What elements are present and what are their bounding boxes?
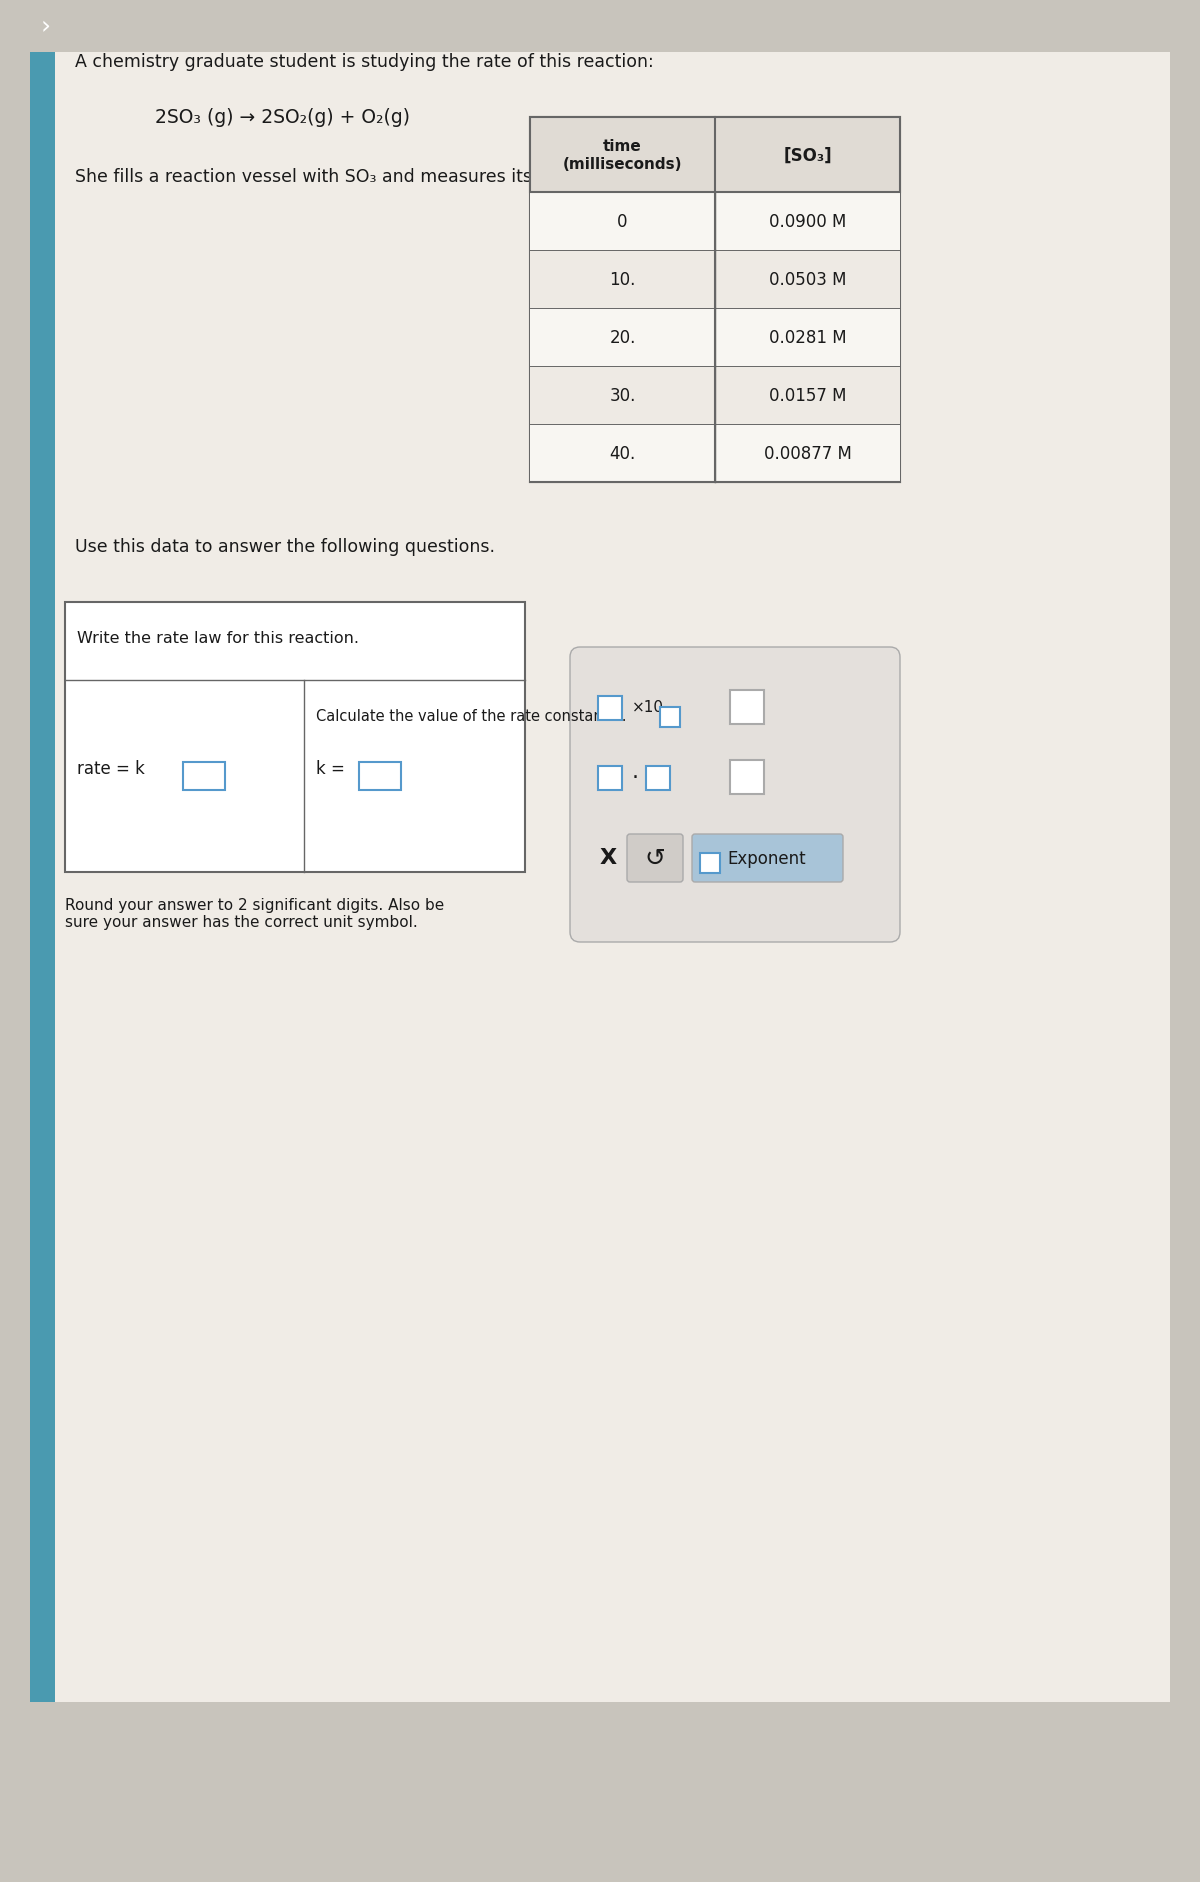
- Bar: [730, 760, 764, 794]
- Text: 30.: 30.: [610, 388, 636, 405]
- Bar: [530, 119, 900, 484]
- Text: 2SO₃ (g) → 2SO₂(g) + O₂(g): 2SO₃ (g) → 2SO₂(g) + O₂(g): [155, 107, 410, 126]
- FancyBboxPatch shape: [570, 647, 900, 943]
- Text: 0.0157 M: 0.0157 M: [769, 388, 846, 405]
- Bar: [730, 691, 764, 725]
- Bar: [530, 425, 900, 484]
- Bar: [598, 766, 622, 790]
- Bar: [700, 854, 720, 873]
- Bar: [530, 250, 900, 309]
- Bar: [30, 53, 55, 1701]
- Bar: [530, 192, 900, 250]
- Text: Calculate the value of the rate constant k.: Calculate the value of the rate constant…: [317, 710, 626, 723]
- Bar: [30, 53, 1170, 1701]
- Text: ‹: ‹: [38, 11, 48, 36]
- Text: 40.: 40.: [610, 444, 636, 463]
- Text: Exponent: Exponent: [727, 849, 806, 868]
- Text: 20.: 20.: [610, 329, 636, 346]
- FancyBboxPatch shape: [628, 834, 683, 883]
- Text: 10.: 10.: [610, 271, 636, 288]
- Text: X: X: [600, 847, 617, 868]
- Bar: [530, 119, 900, 192]
- Text: 0: 0: [617, 213, 628, 231]
- Bar: [530, 367, 900, 425]
- Text: Round your answer to 2 significant digits. Also be
sure your answer has the corr: Round your answer to 2 significant digit…: [65, 898, 444, 930]
- Text: Write the rate law for this reaction.: Write the rate law for this reaction.: [77, 630, 359, 646]
- Text: Use this data to answer the following questions.: Use this data to answer the following qu…: [74, 538, 496, 555]
- Text: rate = k: rate = k: [77, 760, 145, 777]
- Text: k =: k =: [317, 760, 346, 777]
- Text: [SO₃]: [SO₃]: [784, 147, 832, 164]
- Bar: [646, 766, 670, 790]
- Bar: [598, 696, 622, 721]
- Text: 0.00877 M: 0.00877 M: [763, 444, 852, 463]
- Text: 0.0503 M: 0.0503 M: [769, 271, 846, 288]
- Text: ↺: ↺: [644, 847, 666, 871]
- Bar: [660, 708, 680, 728]
- Bar: [65, 602, 526, 873]
- Text: time
(milliseconds): time (milliseconds): [563, 139, 683, 171]
- Text: ×10: ×10: [632, 700, 664, 715]
- Text: 0.0900 M: 0.0900 M: [769, 213, 846, 231]
- Bar: [359, 762, 401, 790]
- Text: She fills a reaction vessel with SO₃ and measures its concentration as the react: She fills a reaction vessel with SO₃ and…: [74, 167, 887, 186]
- Bar: [182, 762, 226, 790]
- Text: ·: ·: [632, 768, 640, 787]
- Text: 0.0281 M: 0.0281 M: [769, 329, 846, 346]
- FancyBboxPatch shape: [692, 834, 842, 883]
- Text: A chemistry graduate student is studying the rate of this reaction:: A chemistry graduate student is studying…: [74, 53, 654, 72]
- Bar: [530, 309, 900, 367]
